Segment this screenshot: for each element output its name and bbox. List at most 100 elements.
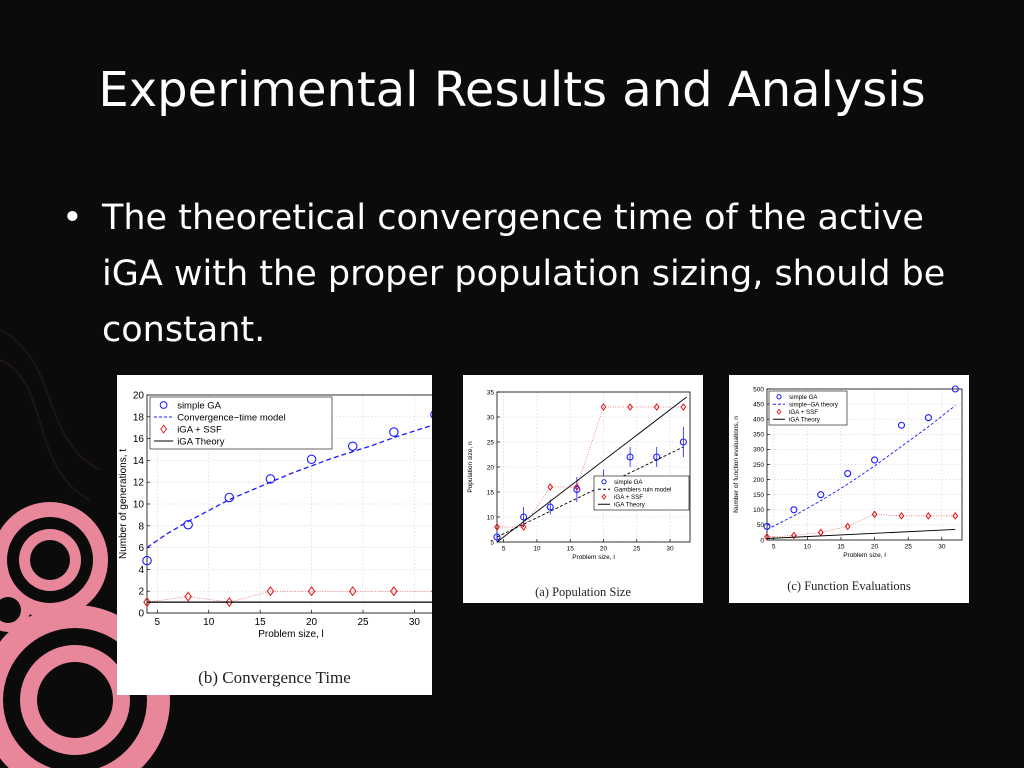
y-axis-label: Population size, n	[467, 441, 474, 493]
legend-label: Gamblers ruin model	[614, 486, 671, 493]
data-point-circle	[224, 492, 235, 503]
data-point-circle	[493, 533, 501, 541]
y-axis-label: Number of generations, t	[118, 449, 129, 559]
y-tick-label: 5	[490, 539, 494, 546]
series-iga-theory	[496, 396, 687, 543]
series-connector	[146, 590, 432, 603]
x-tick-label: 20	[306, 617, 318, 628]
data-point-diamond	[143, 597, 151, 608]
figure-population-size: 5 10 15 20 25 30 5 10 15 20 25 30 35 Problem size, l P…	[463, 375, 703, 603]
x-tick-label: 25	[905, 544, 913, 551]
y-tick-label: 25	[487, 439, 495, 446]
legend-swatch-circle	[601, 479, 607, 485]
data-point-diamond	[494, 523, 500, 531]
y-tick-label: 0	[138, 609, 144, 620]
y-tick-label: 8	[138, 521, 144, 532]
legend-label: iGA Theory	[789, 416, 821, 423]
y-tick-label: 2	[138, 587, 144, 598]
data-point-diamond	[764, 533, 770, 541]
figure-caption: (a) Population Size	[535, 585, 631, 599]
y-tick-label: 200	[753, 477, 764, 484]
x-tick-label: 20	[871, 544, 879, 551]
y-tick-label: 300	[753, 447, 764, 454]
x-tick-label: 25	[633, 546, 641, 553]
y-tick-label: 20	[133, 391, 145, 402]
data-point-circle	[817, 491, 825, 499]
series-simple-ga-theory	[766, 405, 956, 530]
data-point-circle	[265, 474, 276, 484]
figure-function-evaluations: 5 10 15 20 25 30 0 50 100 150 200 250 300 350 400 450 50…	[729, 375, 969, 603]
y-tick-label: 16	[133, 434, 145, 445]
axes: 5 10 15 20 25 3005010015020025030035040045050…	[733, 386, 963, 559]
y-tick-label: 100	[753, 507, 764, 514]
data-point-circle	[389, 427, 399, 437]
bullet-list: The theoretical convergence time of the …	[60, 190, 980, 358]
series-line	[496, 396, 687, 543]
series-gamblers-ruin-model	[496, 446, 684, 538]
y-tick-label: 150	[753, 492, 764, 499]
x-tick-label: 15	[255, 617, 267, 628]
data-point-diamond	[225, 597, 234, 608]
data-point-circle	[897, 421, 906, 429]
y-tick-label: 400	[753, 416, 764, 423]
legend-label: iGA Theory	[177, 436, 225, 447]
x-tick-label: 10	[203, 617, 215, 628]
figure-caption: (c) Function Evaluations	[787, 579, 911, 593]
figure-caption: (b) Convergence Time	[198, 668, 351, 687]
data-point-diamond	[653, 403, 660, 411]
series-connector	[766, 514, 956, 538]
legend-label: iGA + SSF	[614, 494, 643, 501]
data-point-circle	[844, 470, 852, 478]
data-point-diamond	[184, 591, 192, 602]
data-point-diamond	[817, 528, 824, 537]
legend-swatch-diamond	[776, 408, 782, 415]
data-point-diamond	[266, 586, 275, 597]
figure-convergence-time: 5 10 15 20 25 30 0 2 4 6 8 10 12 14 16 18 20 Problem size…	[117, 375, 432, 695]
data-point-circle	[347, 441, 358, 451]
data-point-diamond	[925, 512, 932, 520]
series-simple-ga	[763, 385, 959, 530]
series-iga-ssf	[143, 586, 432, 608]
data-point-diamond	[307, 586, 316, 597]
data-point-circle	[520, 513, 528, 521]
ring-small	[0, 588, 30, 632]
y-tick-label: 6	[138, 543, 144, 554]
x-tick-label: 20	[600, 546, 608, 553]
series-line	[766, 405, 956, 530]
x-tick-label: 15	[567, 546, 575, 553]
y-tick-label: 250	[753, 462, 764, 469]
data-point-diamond	[390, 586, 398, 597]
series-line	[496, 446, 684, 538]
y-tick-label: 500	[753, 386, 764, 393]
legend-swatch-circle	[159, 401, 168, 409]
chart-population-size: 5 10 15 20 25 30 5 10 15 20 25 30 35 Problem size, l P…	[467, 389, 691, 599]
y-tick-label: 0	[760, 537, 764, 544]
data-point-diamond	[547, 483, 554, 491]
data-point-circle	[871, 456, 879, 464]
legend-label: simple GA	[177, 400, 221, 411]
series-iga-ssf	[494, 403, 687, 531]
y-axis-label: Number of function evaluations, n	[733, 416, 740, 513]
data-point-circle	[679, 438, 687, 446]
data-point-circle	[546, 503, 554, 511]
y-tick-label: 20	[487, 464, 495, 471]
data-point-diamond	[844, 522, 851, 531]
series-iga-ssf	[764, 510, 959, 541]
x-tick-label: 15	[837, 544, 845, 551]
x-tick-label: 5	[155, 617, 161, 628]
data-point-circle	[573, 485, 581, 494]
data-point-circle	[142, 555, 152, 566]
data-point-diamond	[520, 523, 527, 531]
y-tick-label: 30	[487, 414, 495, 421]
series-connector	[497, 406, 684, 528]
legend-swatch-diamond	[160, 424, 168, 434]
y-tick-label: 10	[487, 514, 495, 521]
chart-function-evaluations: 5 10 15 20 25 3005010015020025030035040045050…	[733, 385, 963, 593]
x-tick-label: 30	[666, 546, 674, 553]
x-axis-label: Problem size, l	[843, 552, 886, 559]
y-tick-label: 14	[133, 456, 145, 467]
x-tick-label: 30	[409, 617, 421, 628]
